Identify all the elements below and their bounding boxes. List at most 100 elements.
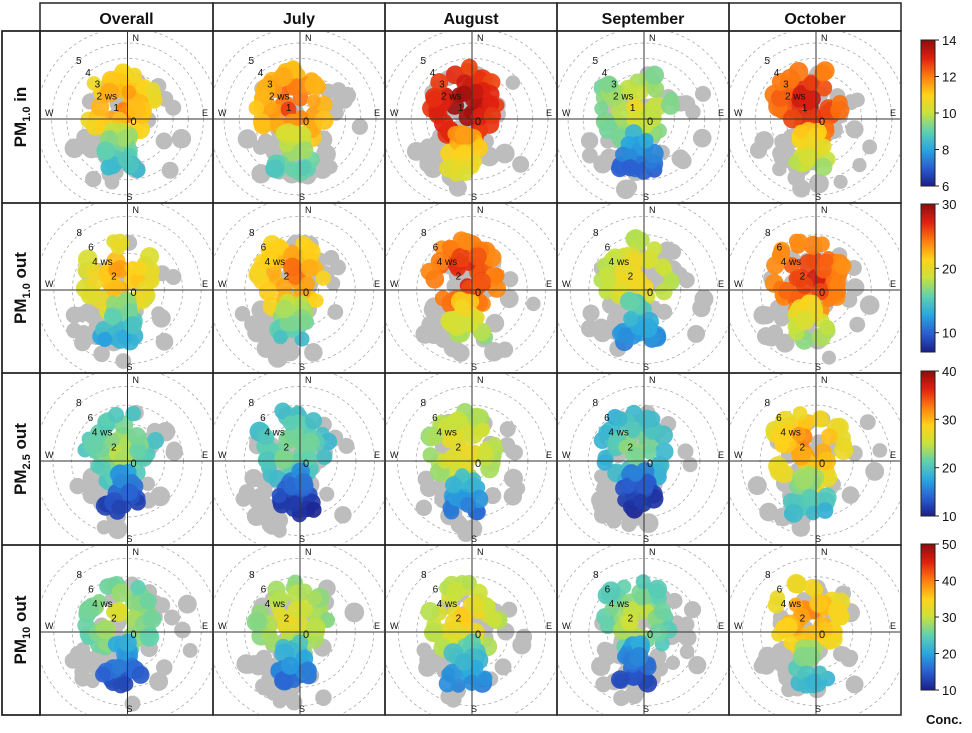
panel-july-row-3: N E S W 0 86 4 ws 2 — [214, 546, 384, 714]
compass-w-label: W — [390, 279, 399, 289]
center-zero-label: 0 — [475, 458, 481, 470]
compass-e-label: E — [546, 450, 552, 460]
ring-value-label: 6 — [432, 413, 438, 424]
ring-value-label: 6 — [777, 242, 783, 253]
colorbar-tick-label: 30 — [942, 412, 956, 427]
compass-n-label: N — [133, 547, 140, 557]
ring-value-label: 1 — [802, 103, 808, 114]
ring-value-label: 4 — [85, 68, 91, 79]
colorbar-tick-label: 6 — [942, 179, 949, 194]
center-zero-label: 0 — [131, 287, 137, 299]
compass-e-label: E — [718, 450, 724, 460]
compass-n-label: N — [477, 375, 484, 385]
compass-e-label: E — [202, 621, 208, 631]
ring-value-label: 6 — [776, 413, 782, 424]
ring-value-label: 8 — [248, 398, 254, 409]
ring-value-label: 6 — [88, 413, 94, 424]
compass-w-label: W — [734, 621, 743, 631]
compass-w-label: W — [218, 450, 227, 460]
compass-s-label: S — [471, 534, 477, 544]
colorbar-gradient — [920, 370, 936, 517]
compass-n-label: N — [133, 33, 140, 43]
center-zero-label: 0 — [647, 287, 653, 299]
compass-s-label: S — [643, 534, 649, 544]
ring-value-label: 2 — [628, 613, 634, 624]
ring-value-label: 3 — [783, 80, 789, 91]
concentration-surface — [767, 574, 851, 694]
ring-value-label: 4 — [774, 68, 780, 79]
ring-value-label: 6 — [261, 584, 267, 595]
colorbar-tick-label: 14 — [942, 33, 956, 48]
ring-value-label: 1 — [286, 103, 292, 114]
center-zero-label: 0 — [303, 458, 309, 470]
panel-september-row-3: N E S W 0 86 4 ws 2 — [558, 546, 728, 714]
ring-value-label: 6 — [260, 413, 266, 424]
ring-value-label: 4 ws — [781, 257, 802, 268]
compass-w-label: W — [562, 450, 571, 460]
compass-w-label: W — [734, 108, 743, 118]
ring-value-label: 8 — [420, 398, 426, 409]
ring-value-label: 3 — [611, 80, 617, 91]
compass-n-label: N — [821, 375, 828, 385]
ring-value-label: 5 — [76, 56, 82, 67]
column-header-october: October — [784, 11, 845, 28]
ring-value-label: 2 — [284, 271, 290, 282]
concentration-surface — [80, 63, 163, 178]
center-zero-label: 0 — [303, 287, 309, 299]
compass-w-label: W — [562, 279, 571, 289]
ring-value-label: 6 — [433, 584, 439, 595]
panel-september-row-1: N E S W 0 86 4 ws 2 — [558, 204, 728, 372]
ring-value-label: 6 — [261, 242, 267, 253]
ring-value-label: 2 ws — [785, 91, 806, 102]
colorbar-tick-label: 30 — [942, 197, 956, 212]
compass-w-label: W — [45, 450, 54, 460]
ring-value-label: 5 — [592, 56, 598, 67]
panel-september-row-2: N E S W 0 86 4 ws 2 — [558, 374, 728, 544]
concentration-surface — [765, 406, 854, 523]
compass-n-label: N — [305, 205, 312, 215]
compass-s-label: S — [299, 362, 305, 372]
compass-n-label: N — [649, 205, 656, 215]
panel-july-row-1: N E S W 0 86 4 ws 2 — [214, 204, 384, 372]
concentration-surface — [420, 403, 504, 521]
ring-value-label: 4 ws — [781, 599, 802, 610]
ring-value-label: 2 — [111, 271, 117, 282]
panel-october-row-1: N E S W 0 86 4 ws 2 — [730, 204, 900, 372]
compass-e-label: E — [202, 450, 208, 460]
compass-n-label: N — [133, 375, 140, 385]
compass-s-label: S — [815, 192, 821, 202]
panel-october-row-3: N E S W 0 86 4 ws 2 — [730, 546, 900, 714]
compass-e-label: E — [546, 279, 552, 289]
colorbar-row-3: 10 20 30 40 50 — [920, 537, 956, 698]
compass-s-label: S — [126, 362, 132, 372]
colorbar-row-0: 6 8 10 12 14 — [920, 33, 956, 194]
panel-august-row-2: N E S W 0 86 4 ws 2 — [386, 374, 556, 544]
colorbar-tick-label: 20 — [942, 461, 956, 476]
compass-s-label: S — [126, 192, 132, 202]
ring-value-label: 4 — [602, 68, 608, 79]
ring-value-label: 1 — [113, 103, 119, 114]
compass-e-label: E — [890, 108, 896, 118]
column-header-overall: Overall — [99, 11, 153, 28]
colorbar-tick-label: 20 — [942, 647, 956, 662]
compass-w-label: W — [218, 279, 227, 289]
row-header-1: PM1.0 out — [11, 252, 33, 324]
ring-value-label: 6 — [777, 584, 783, 595]
compass-w-label: W — [45, 621, 54, 631]
compass-s-label: S — [471, 192, 477, 202]
center-zero-label: 0 — [819, 629, 825, 641]
ring-value-label: 4 ws — [264, 428, 285, 439]
compass-n-label: N — [649, 547, 656, 557]
ring-value-label: 8 — [764, 398, 770, 409]
ring-value-label: 8 — [77, 570, 83, 581]
ring-value-label: 6 — [433, 242, 439, 253]
compass-n-label: N — [649, 33, 656, 43]
panel-cell — [728, 544, 902, 716]
ring-value-label: 2 — [800, 271, 806, 282]
panel-overall-row-3: N E S W 0 86 4 ws 2 — [41, 546, 212, 714]
compass-e-label: E — [374, 450, 380, 460]
compass-s-label: S — [815, 704, 821, 714]
